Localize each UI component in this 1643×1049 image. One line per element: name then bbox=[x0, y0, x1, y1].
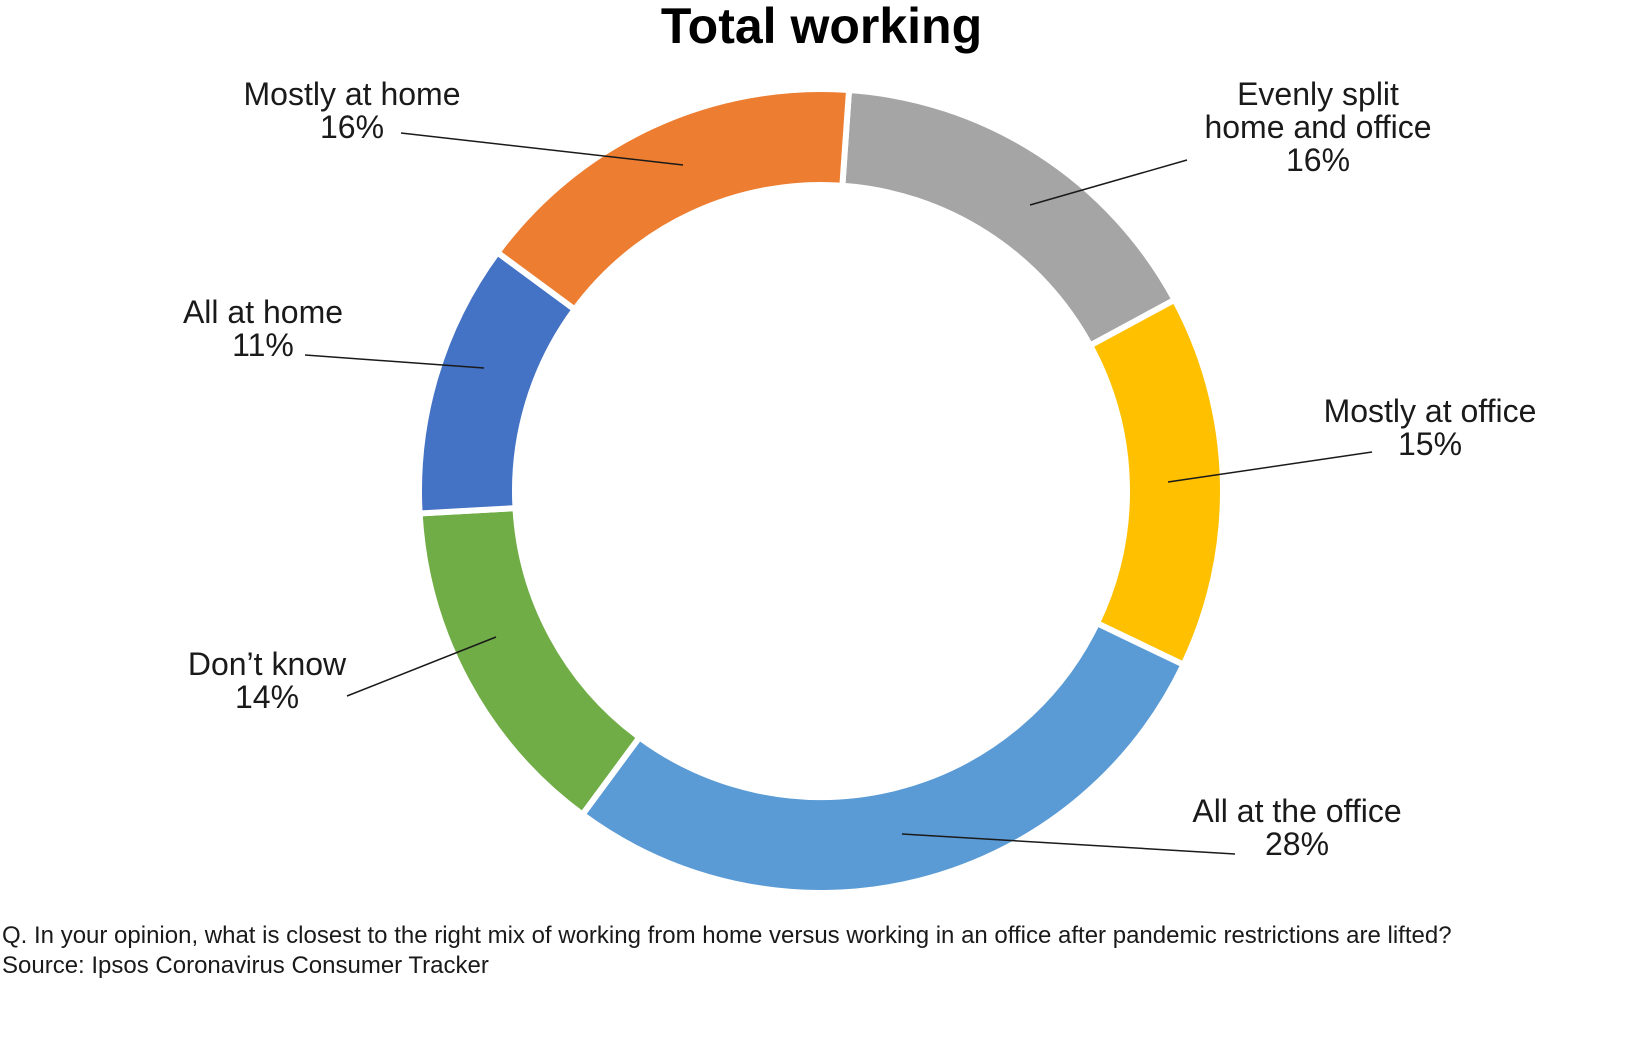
slice-label-mostly-at-office: Mostly at office 15% bbox=[1324, 393, 1537, 462]
slice-value-label: 14% bbox=[235, 679, 299, 715]
slice-mostly-at-office bbox=[1086, 295, 1226, 669]
leader-line-all-at-home bbox=[304, 354, 485, 369]
slice-value-label: 16% bbox=[320, 109, 384, 145]
slice-name-label: Evenly split bbox=[1237, 76, 1399, 112]
slice-label-all-at-office: All at the office 28% bbox=[1192, 793, 1401, 862]
slice-all-at-office bbox=[578, 619, 1188, 896]
slice-label-all-at-home: All at home 11% bbox=[183, 294, 343, 363]
slice-label-dont-know: Don’t know 14% bbox=[188, 646, 347, 715]
slice-name-label: Mostly at home bbox=[244, 76, 461, 112]
slice-dont-know bbox=[416, 504, 644, 819]
slice-name-label: All at the office bbox=[1192, 793, 1401, 829]
slice-name-label: Mostly at office bbox=[1324, 393, 1537, 429]
footnote-source: Source: Ipsos Coronavirus Consumer Track… bbox=[2, 952, 489, 979]
leader-line-mostly-at-office bbox=[1167, 451, 1373, 483]
slice-value-label: 16% bbox=[1286, 142, 1350, 178]
footnote-question: Q. In your opinion, what is closest to t… bbox=[2, 922, 1452, 949]
slice-mostly-at-home bbox=[493, 86, 853, 314]
donut-slices bbox=[416, 86, 1226, 896]
slice-evenly-split bbox=[839, 86, 1179, 350]
leader-line-evenly-split bbox=[1029, 159, 1188, 206]
leader-lines bbox=[304, 132, 1373, 855]
slice-label-mostly-at-home: Mostly at home 16% bbox=[244, 76, 461, 145]
slice-label-evenly-split: Evenly split home and office 16% bbox=[1204, 76, 1431, 178]
slice-value-label: 28% bbox=[1265, 826, 1329, 862]
slice-name-label: home and office bbox=[1204, 109, 1431, 145]
slice-name-label: All at home bbox=[183, 294, 343, 330]
slice-value-label: 15% bbox=[1398, 426, 1462, 462]
leader-line-all-at-office bbox=[901, 833, 1236, 855]
slice-labels: Evenly split home and office 16%Mostly at … bbox=[183, 76, 1536, 862]
chart-title: Total working bbox=[660, 0, 983, 54]
slice-name-label: Don’t know bbox=[188, 646, 347, 682]
leader-line-dont-know bbox=[346, 636, 497, 697]
slice-value-label: 11% bbox=[232, 327, 294, 363]
leader-line-mostly-at-home bbox=[400, 132, 684, 166]
